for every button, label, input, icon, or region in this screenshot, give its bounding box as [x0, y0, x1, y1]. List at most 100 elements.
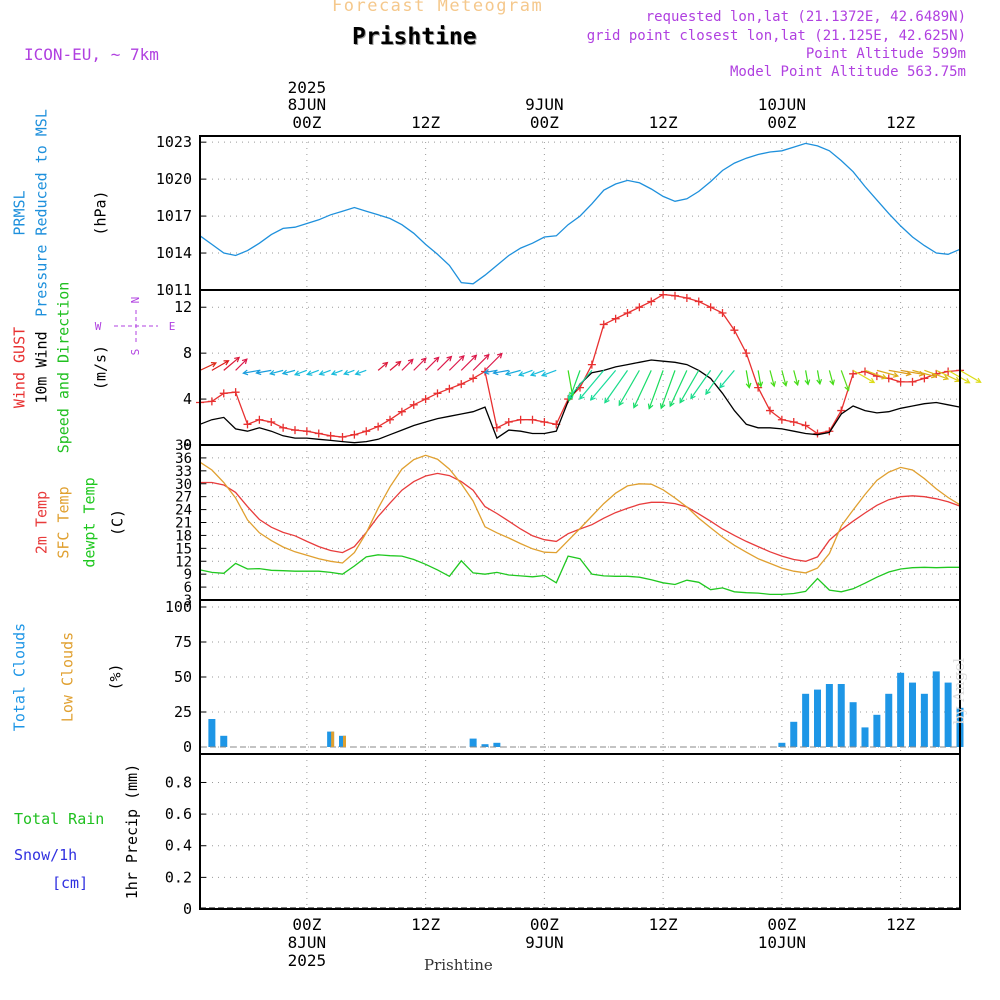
- clouds-bar-total-clouds: [339, 735, 346, 747]
- wind-gust-marker: [540, 418, 549, 427]
- wind-direction-arrowhead: [255, 369, 262, 376]
- temp-ytick-label: 33: [175, 464, 192, 480]
- clouds-bar-total-clouds: [493, 742, 501, 747]
- wind-direction-arrow: [590, 369, 617, 401]
- wind-direction-arrow: [852, 369, 875, 384]
- wind-direction-arrowhead: [669, 401, 675, 408]
- wind-direction-arrowhead: [647, 403, 654, 410]
- clouds-ytick-label: 50: [174, 668, 192, 686]
- wind-gust-marker: [302, 427, 311, 436]
- wind-gust-marker: [338, 432, 347, 441]
- wind-direction-arrowhead: [745, 382, 752, 389]
- wind-gust-marker: [742, 349, 751, 358]
- precip-axis-label: 1hr Precip (mm): [123, 764, 141, 899]
- time-year-bottom: 2025: [288, 951, 327, 970]
- time-date-bottom: 10JUN: [758, 933, 806, 952]
- wind-direction-arrow: [530, 369, 545, 376]
- wind-gust-marker: [694, 297, 703, 306]
- wind-direction-arrowhead: [757, 381, 764, 388]
- wind-direction-arrow: [876, 369, 899, 377]
- wind-direction-arrow: [484, 369, 497, 374]
- time-hour-top: 12Z: [649, 113, 678, 132]
- wind-direction-arrow: [484, 353, 503, 371]
- wind-direction-arrowhead: [793, 379, 800, 387]
- clouds-bar-total-clouds: [909, 682, 916, 747]
- wind-direction-arrow: [294, 369, 308, 376]
- wind-direction-arrow: [579, 369, 605, 400]
- wind-direction-arrow: [437, 356, 452, 371]
- wind-direction-arrow: [505, 369, 521, 375]
- precip-ytick-label: 0.2: [165, 868, 192, 886]
- clouds-bar-total-clouds: [932, 671, 940, 747]
- pressure-axis-label: Pressure Reduced to MSL: [33, 109, 51, 317]
- wind-direction-arrow: [679, 370, 700, 403]
- wind-gust-marker: [255, 415, 264, 424]
- time-hour-top: 00Z: [292, 113, 321, 132]
- pressure-line-prmsl: [199, 142, 961, 285]
- wind-direction-arrow: [211, 360, 229, 371]
- wind-direction-arrowhead: [659, 403, 666, 410]
- time-hour-bottom: 12Z: [649, 915, 678, 934]
- wind-gust-marker: [409, 400, 418, 409]
- wind-direction-arrowhead: [210, 362, 218, 368]
- wind-direction-arrow: [448, 355, 465, 371]
- temp-axis-label: SFC Temp: [55, 486, 73, 558]
- wind-gust-marker: [492, 423, 501, 432]
- wind-gust-marker: [350, 430, 359, 439]
- wind-gust-marker: [433, 389, 442, 398]
- temp-axis-label: dewpt Temp: [81, 477, 99, 567]
- clouds-bar-total-clouds: [885, 693, 893, 747]
- wind-direction-arrowhead: [407, 358, 414, 365]
- wind-direction-arrowhead: [869, 377, 876, 384]
- time-hour-top: 00Z: [767, 113, 796, 132]
- time-hour-bottom: 00Z: [292, 915, 321, 934]
- wind-direction-arrowhead: [504, 370, 512, 377]
- precip-ytick-label: 0.8: [165, 773, 192, 791]
- wind-direction-arrowhead: [241, 358, 248, 365]
- requested-coords: requested lon,lat (21.1372E, 42.6489N): [645, 9, 966, 25]
- pressure-ytick-label: 1020: [156, 170, 192, 188]
- wind-gust-marker: [837, 406, 846, 415]
- wind-gust-marker: [421, 395, 430, 404]
- wind-gust-marker: [374, 422, 383, 431]
- wind-direction-arrowhead: [395, 360, 402, 367]
- clouds-bar-total-clouds: [802, 693, 810, 747]
- clouds-ytick-label: 25: [174, 703, 192, 721]
- time-date-bottom: 8JUN: [288, 933, 327, 952]
- wind-gust-marker: [243, 420, 252, 429]
- wind-direction-arrowhead: [223, 360, 230, 366]
- temp-line-sfc-temp: [199, 454, 961, 574]
- wind-direction-arrowhead: [420, 357, 427, 364]
- wind-direction-arrowhead: [517, 371, 525, 377]
- time-year-top: 2025: [288, 78, 327, 97]
- wind-direction-arrowhead: [446, 355, 453, 362]
- wind-gust-marker: [647, 297, 656, 306]
- wind-direction-arrow: [935, 369, 960, 382]
- wind-direction-arrow: [757, 370, 762, 387]
- wind-direction-arrow: [816, 370, 821, 385]
- temp-ytick-label: 6: [184, 580, 192, 596]
- wind-gust-marker: [326, 431, 335, 440]
- wind-gust-marker: [397, 407, 406, 416]
- wind-direction-arrowhead: [433, 356, 440, 363]
- wind-direction-arrowhead: [343, 369, 350, 376]
- wind-direction-arrowhead: [354, 370, 361, 376]
- clouds-bar-total-clouds: [837, 684, 845, 747]
- wind-gust-marker: [587, 360, 596, 369]
- pressure-axis-label: PRMSL: [11, 190, 29, 235]
- footer-location: Prishtine: [424, 956, 493, 974]
- wind-direction-arrow: [282, 369, 296, 375]
- time-hour-top: 12Z: [411, 113, 440, 132]
- wind-ytick-label: 4: [183, 390, 192, 408]
- compass-east: E: [169, 320, 176, 333]
- wind-direction-arrow: [493, 369, 509, 374]
- location-title: Prishtine: [352, 24, 477, 50]
- wind-direction-arrow: [413, 357, 427, 371]
- wind-direction-arrowhead: [483, 368, 490, 375]
- wind-gust-marker: [920, 374, 929, 383]
- wind-direction-arrowhead: [281, 369, 288, 376]
- wind-gust-marker: [469, 374, 478, 383]
- wind-direction-arrow: [256, 369, 272, 374]
- time-hour-top: 00Z: [530, 113, 559, 132]
